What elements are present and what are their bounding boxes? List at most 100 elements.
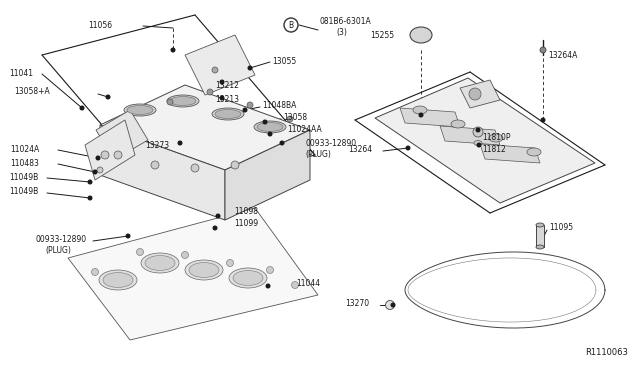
Circle shape: [88, 196, 92, 200]
Circle shape: [247, 102, 253, 108]
Circle shape: [266, 266, 273, 273]
Circle shape: [227, 260, 234, 266]
Polygon shape: [460, 80, 500, 108]
Ellipse shape: [527, 148, 541, 156]
Polygon shape: [536, 225, 544, 247]
Text: 13213: 13213: [215, 94, 239, 103]
Circle shape: [106, 95, 110, 99]
Text: 11024A: 11024A: [10, 144, 39, 154]
Circle shape: [385, 301, 394, 310]
Text: R1110063: R1110063: [585, 348, 628, 357]
Ellipse shape: [254, 121, 286, 133]
Polygon shape: [85, 120, 135, 180]
Ellipse shape: [474, 141, 482, 145]
Circle shape: [541, 118, 545, 122]
Circle shape: [284, 18, 298, 32]
Text: (PLUG): (PLUG): [45, 247, 71, 256]
Text: 13270: 13270: [345, 299, 369, 308]
Polygon shape: [400, 108, 460, 127]
Text: 11099: 11099: [234, 218, 258, 228]
Circle shape: [101, 151, 109, 159]
Text: 13055: 13055: [272, 57, 296, 65]
Circle shape: [220, 80, 224, 84]
Circle shape: [216, 214, 220, 218]
Circle shape: [287, 116, 293, 122]
Text: 11095: 11095: [549, 224, 573, 232]
Circle shape: [406, 146, 410, 150]
Ellipse shape: [229, 268, 267, 288]
Ellipse shape: [127, 106, 153, 115]
Polygon shape: [100, 85, 310, 170]
Circle shape: [473, 127, 483, 137]
Circle shape: [243, 108, 247, 112]
Text: B: B: [289, 20, 294, 29]
Circle shape: [248, 66, 252, 70]
Ellipse shape: [124, 104, 156, 116]
Ellipse shape: [114, 151, 122, 159]
Text: 11049B: 11049B: [9, 187, 38, 196]
Text: 13212: 13212: [215, 81, 239, 90]
Ellipse shape: [189, 263, 219, 278]
Polygon shape: [440, 126, 500, 145]
Circle shape: [97, 167, 103, 173]
Text: 11810P: 11810P: [482, 132, 511, 141]
Ellipse shape: [215, 109, 241, 119]
Circle shape: [266, 284, 270, 288]
Text: 11812: 11812: [482, 144, 506, 154]
Ellipse shape: [413, 106, 427, 114]
Text: 13058: 13058: [283, 113, 307, 122]
Text: 11098: 11098: [234, 206, 258, 215]
Circle shape: [96, 156, 100, 160]
Ellipse shape: [170, 96, 196, 106]
Text: (PLUG): (PLUG): [305, 151, 331, 160]
Text: 13273: 13273: [145, 141, 169, 150]
Text: 13058+A: 13058+A: [14, 87, 50, 96]
Circle shape: [391, 303, 395, 307]
Circle shape: [220, 96, 224, 100]
Ellipse shape: [536, 223, 544, 227]
Ellipse shape: [233, 270, 263, 285]
Circle shape: [88, 180, 92, 184]
Circle shape: [178, 141, 182, 145]
Polygon shape: [480, 144, 540, 163]
Polygon shape: [185, 35, 255, 95]
Circle shape: [136, 248, 143, 256]
Circle shape: [268, 132, 272, 136]
Polygon shape: [68, 208, 318, 340]
Text: (3): (3): [336, 29, 347, 38]
Text: 110483: 110483: [10, 158, 39, 167]
Circle shape: [167, 99, 173, 105]
Ellipse shape: [99, 270, 137, 290]
Ellipse shape: [231, 161, 239, 169]
Ellipse shape: [103, 273, 133, 288]
Circle shape: [280, 141, 284, 145]
Text: 00933-12890: 00933-12890: [35, 234, 86, 244]
Ellipse shape: [191, 164, 199, 172]
Polygon shape: [225, 130, 310, 220]
Circle shape: [126, 234, 130, 238]
Ellipse shape: [212, 108, 244, 120]
Ellipse shape: [257, 122, 283, 131]
Text: 11044: 11044: [296, 279, 320, 288]
Text: 11049B: 11049B: [9, 173, 38, 182]
Circle shape: [263, 120, 267, 124]
Circle shape: [207, 89, 213, 95]
Text: 13264: 13264: [348, 145, 372, 154]
Text: 15255: 15255: [370, 32, 394, 41]
Text: 081B6-6301A: 081B6-6301A: [320, 17, 372, 26]
Circle shape: [92, 269, 99, 276]
Polygon shape: [100, 125, 225, 220]
Ellipse shape: [536, 245, 544, 249]
Circle shape: [172, 48, 175, 52]
Ellipse shape: [410, 27, 432, 43]
Text: 00933-12890: 00933-12890: [305, 140, 356, 148]
Text: 13264A: 13264A: [548, 51, 577, 61]
Polygon shape: [96, 110, 148, 160]
Ellipse shape: [141, 253, 179, 273]
Ellipse shape: [167, 95, 199, 107]
Circle shape: [476, 128, 480, 132]
Circle shape: [469, 88, 481, 100]
Circle shape: [540, 47, 546, 53]
Ellipse shape: [451, 120, 465, 128]
Circle shape: [80, 106, 84, 110]
